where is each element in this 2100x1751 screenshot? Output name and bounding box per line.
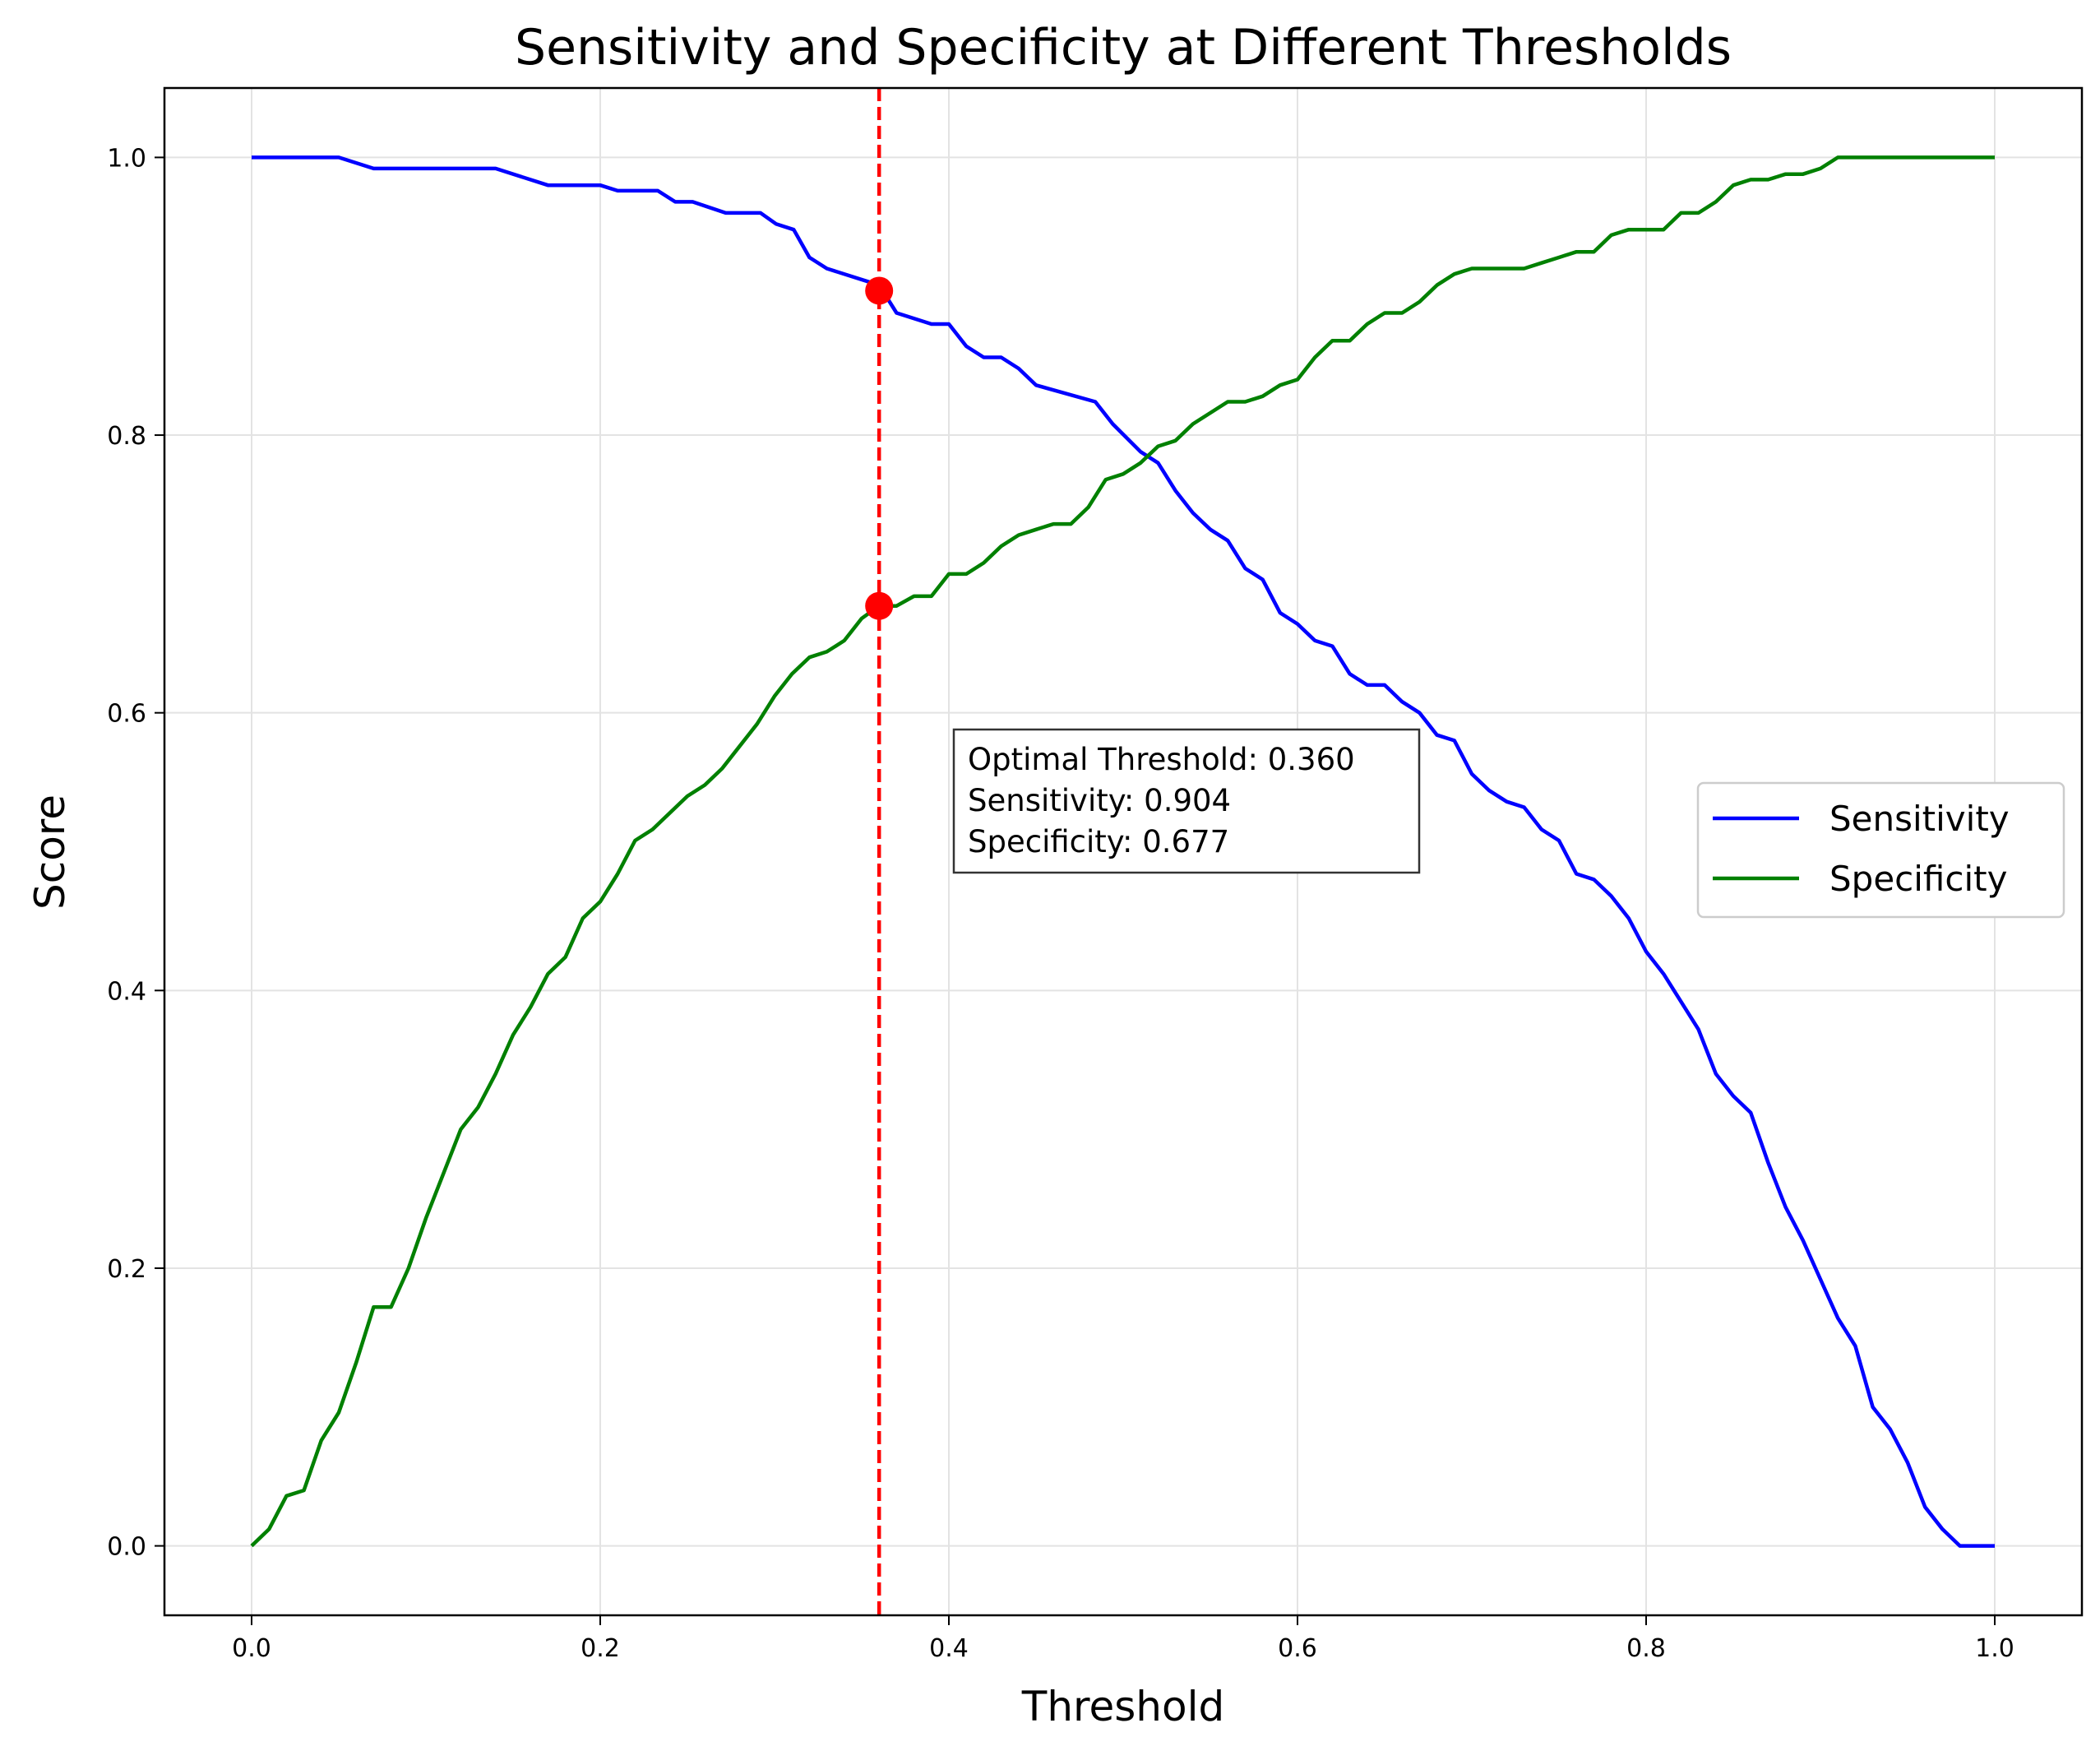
y-tick-label: 0.8 <box>107 422 146 451</box>
plot-frame <box>163 86 2084 1617</box>
x-tick-label: 0.6 <box>1278 1634 1317 1663</box>
x-tick-label: 0.0 <box>232 1634 271 1663</box>
optimal-markers <box>865 276 894 620</box>
annotation-line-sensitivity: Sensitivity: 0.904 <box>968 783 1231 818</box>
optimal-point-marker <box>865 591 894 620</box>
annotation-frame <box>952 728 1421 874</box>
y-axis-ticks: 0.0 0.2 0.4 0.6 0.8 1.0 <box>107 144 164 1562</box>
annotation-line-specificity: Specificity: 0.677 <box>968 824 1229 859</box>
x-tick-label: 0.2 <box>581 1634 620 1663</box>
x-axis-ticks: 0.0 0.2 0.4 0.6 0.8 1.0 <box>232 1615 2014 1663</box>
x-tick-label: 0.4 <box>929 1634 969 1663</box>
y-axis-title: Score <box>26 794 74 910</box>
annotation-box: Optimal Threshold: 0.360 Sensitivity: 0.… <box>952 728 1421 874</box>
y-tick-label: 1.0 <box>107 144 146 173</box>
x-tick-label: 0.8 <box>1626 1634 1666 1663</box>
legend-label-sensitivity: Sensitivity <box>1829 799 2010 839</box>
legend: Sensitivity Specificity <box>1696 781 2065 919</box>
x-tick-label: 1.0 <box>1975 1634 2014 1663</box>
y-tick-label: 0.0 <box>107 1533 146 1562</box>
series-line-specificity <box>250 155 1995 1548</box>
y-tick-label: 0.2 <box>107 1255 146 1284</box>
y-tick-label: 0.4 <box>107 977 146 1006</box>
chart-title: Sensitivity and Specificity at Different… <box>515 19 1732 76</box>
y-tick-label: 0.6 <box>107 700 146 729</box>
annotation-line-threshold: Optimal Threshold: 0.360 <box>968 742 1355 777</box>
optimal-point-marker <box>865 276 894 305</box>
x-axis-title: Threshold <box>1021 1683 1224 1730</box>
legend-label-specificity: Specificity <box>1829 859 2007 899</box>
series-line-sensitivity <box>252 155 1995 1548</box>
series-lines <box>250 155 1995 1548</box>
